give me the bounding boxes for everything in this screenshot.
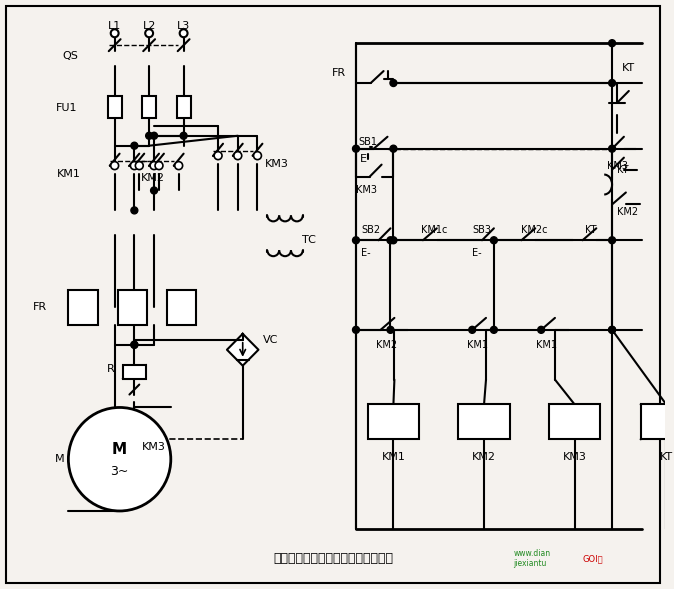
Circle shape: [353, 237, 359, 244]
Circle shape: [491, 326, 497, 333]
Text: SB3: SB3: [472, 225, 491, 235]
Circle shape: [131, 142, 137, 149]
Text: M: M: [112, 442, 127, 456]
Circle shape: [131, 341, 137, 348]
Circle shape: [214, 152, 222, 160]
Text: VC: VC: [264, 335, 279, 345]
Text: 3~: 3~: [111, 465, 129, 478]
Circle shape: [390, 237, 397, 244]
Text: SB2: SB2: [361, 225, 380, 235]
Text: L2: L2: [142, 21, 156, 31]
Text: KM2c: KM2c: [522, 225, 548, 235]
Text: KM1: KM1: [467, 340, 488, 350]
Bar: [142, 96, 156, 118]
Circle shape: [387, 237, 394, 244]
Circle shape: [155, 161, 163, 170]
Circle shape: [353, 326, 359, 333]
Bar: [68, 290, 98, 325]
Bar: [368, 405, 419, 439]
Text: KM2: KM2: [375, 340, 397, 350]
Circle shape: [131, 207, 137, 214]
Text: GOI网: GOI网: [582, 554, 603, 563]
Bar: [118, 290, 147, 325]
Text: SB1: SB1: [358, 137, 377, 147]
Circle shape: [131, 341, 137, 348]
Circle shape: [609, 39, 615, 47]
Text: KM3: KM3: [266, 158, 289, 168]
Text: R: R: [107, 363, 115, 373]
Text: KT: KT: [617, 164, 629, 174]
Circle shape: [353, 145, 359, 152]
Bar: [167, 290, 196, 325]
Text: www.dian
jiexiantu: www.dian jiexiantu: [514, 549, 551, 568]
Circle shape: [609, 326, 615, 333]
Circle shape: [175, 161, 183, 170]
Text: KT: KT: [584, 225, 596, 235]
Text: TC: TC: [302, 235, 315, 245]
Bar: [641, 405, 674, 439]
Bar: [108, 96, 121, 118]
Polygon shape: [227, 334, 258, 366]
Circle shape: [491, 237, 497, 244]
Circle shape: [609, 237, 615, 244]
Text: KT: KT: [660, 452, 673, 462]
Text: E: E: [360, 154, 367, 164]
Circle shape: [131, 161, 138, 170]
Text: FR: FR: [332, 68, 346, 78]
Circle shape: [111, 161, 119, 170]
Text: KM2: KM2: [617, 207, 638, 217]
Text: 电动机可逆运行的能耗制动控制线路: 电动机可逆运行的能耗制动控制线路: [274, 552, 394, 565]
Circle shape: [609, 80, 615, 87]
Text: KM3: KM3: [142, 442, 166, 452]
Text: KM2: KM2: [142, 173, 165, 183]
Circle shape: [390, 145, 397, 152]
Text: KM2: KM2: [472, 452, 496, 462]
Text: QS: QS: [63, 51, 78, 61]
Bar: [458, 405, 510, 439]
Circle shape: [180, 133, 187, 139]
Text: L1: L1: [108, 21, 121, 31]
Circle shape: [135, 161, 144, 170]
Text: KM1: KM1: [537, 340, 557, 350]
Text: KM1: KM1: [57, 168, 80, 178]
Text: E-: E-: [361, 248, 371, 258]
Text: FR: FR: [33, 302, 47, 312]
Circle shape: [150, 187, 158, 194]
Circle shape: [180, 29, 187, 37]
Text: KM3: KM3: [563, 452, 586, 462]
Text: FU1: FU1: [55, 103, 77, 113]
Text: KM1: KM1: [381, 452, 405, 462]
Bar: [123, 365, 146, 379]
Circle shape: [68, 408, 171, 511]
Text: M: M: [55, 454, 65, 464]
Circle shape: [609, 326, 615, 333]
Text: L3: L3: [177, 21, 190, 31]
Circle shape: [609, 145, 615, 152]
Circle shape: [253, 152, 262, 160]
Bar: [549, 405, 601, 439]
Text: KM1c: KM1c: [421, 225, 448, 235]
Circle shape: [111, 29, 119, 37]
Circle shape: [469, 326, 476, 333]
Circle shape: [150, 133, 158, 139]
Circle shape: [150, 161, 158, 170]
Bar: [177, 96, 191, 118]
Text: KM3: KM3: [356, 184, 377, 194]
Text: E-: E-: [472, 248, 482, 258]
Circle shape: [145, 29, 153, 37]
Circle shape: [387, 326, 394, 333]
Text: KT: KT: [622, 63, 635, 73]
Circle shape: [146, 133, 152, 139]
Circle shape: [538, 326, 545, 333]
Circle shape: [390, 80, 397, 87]
Text: KM3: KM3: [607, 161, 628, 171]
Circle shape: [234, 152, 242, 160]
